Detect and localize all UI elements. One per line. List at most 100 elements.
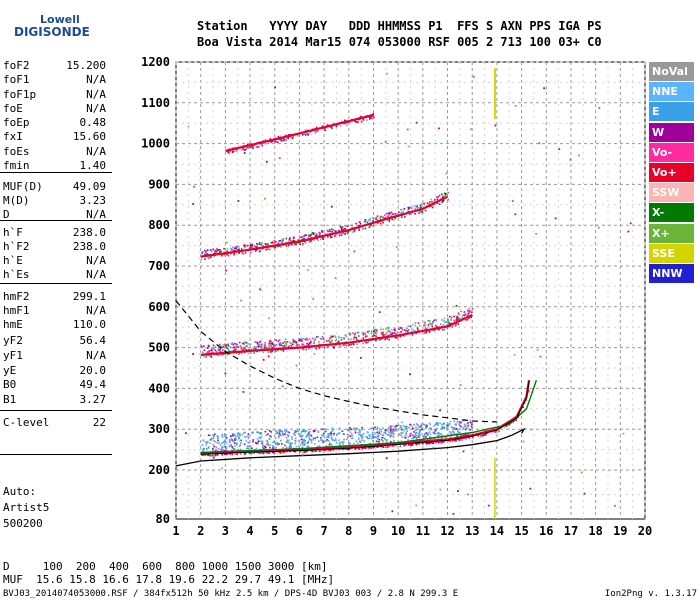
echo-point	[437, 328, 439, 331]
echo-point	[303, 443, 306, 446]
echo-point	[357, 447, 360, 449]
echo-point	[285, 244, 288, 247]
echo-point	[418, 434, 421, 437]
echo-point	[350, 433, 353, 435]
echo-point	[420, 211, 423, 214]
echo-point	[220, 254, 223, 257]
echo-point	[374, 332, 376, 335]
echo-point	[227, 345, 230, 348]
echo-point	[225, 437, 228, 439]
echo-point	[307, 440, 310, 443]
echo-point	[345, 340, 347, 343]
echo-point	[388, 334, 390, 337]
echo-point	[288, 346, 290, 348]
echo-point	[290, 342, 292, 345]
echo-point	[301, 441, 304, 444]
echo-point	[354, 431, 357, 434]
stray-echo-point	[629, 222, 632, 225]
echo-point	[330, 335, 333, 337]
echo-point	[217, 437, 219, 440]
echo-point	[209, 442, 211, 444]
echo-point	[430, 427, 433, 430]
echo-point	[282, 140, 284, 142]
echo-point	[338, 439, 340, 442]
param-key: h`F2	[3, 240, 30, 253]
echo-point	[449, 420, 452, 423]
echo-point	[214, 252, 216, 255]
echo-point	[234, 346, 236, 348]
echo-point	[295, 344, 298, 347]
footer-distance-row: D 100 200 400 600 800 1000 1500 3000 [km…	[3, 560, 328, 573]
echo-point	[285, 441, 288, 443]
echo-point	[265, 434, 268, 436]
echo-point	[332, 335, 334, 338]
echo-point	[257, 441, 259, 443]
echo-point	[436, 421, 438, 424]
echo-point	[240, 352, 243, 355]
echo-point	[206, 347, 209, 349]
echo-point	[239, 434, 242, 437]
echo-point	[213, 435, 215, 437]
echo-point	[426, 424, 428, 427]
echo-point	[369, 219, 371, 221]
echo-point	[424, 327, 427, 329]
echo-point	[332, 428, 334, 431]
param-key: yE	[3, 364, 17, 377]
echo-point	[234, 342, 236, 345]
echo-point	[225, 350, 228, 353]
echo-point	[275, 432, 278, 435]
echo-point	[314, 338, 317, 341]
echo-point	[203, 349, 206, 352]
echo-point	[374, 426, 376, 429]
echo-point	[255, 447, 258, 450]
panel-separator	[0, 454, 112, 455]
echo-point	[304, 234, 306, 237]
echo-point	[460, 420, 463, 423]
echo-point	[256, 438, 259, 441]
echo-point	[420, 428, 423, 431]
echo-point	[212, 448, 214, 450]
echo-point	[293, 431, 296, 434]
echo-point	[277, 242, 279, 245]
echo-point	[307, 233, 310, 236]
echo-point	[366, 341, 368, 344]
echo-point	[246, 435, 248, 438]
echo-point	[280, 241, 283, 244]
echo-point	[207, 257, 210, 259]
echo-point	[257, 431, 260, 434]
echo-point	[368, 116, 371, 119]
echo-point	[250, 142, 252, 145]
auto-artist: Artist5	[3, 501, 50, 514]
echo-point	[418, 207, 421, 209]
echo-point	[259, 249, 262, 252]
y-tick-label: 800	[148, 218, 170, 232]
auto-code: 500200	[3, 517, 43, 530]
stray-echo-point	[312, 298, 315, 300]
echo-point	[290, 136, 292, 138]
echo-point	[378, 432, 381, 434]
echo-point	[323, 432, 325, 435]
echo-point	[212, 248, 214, 251]
stray-echo-point	[432, 446, 435, 449]
panel-separator	[0, 283, 112, 284]
echo-point	[328, 432, 331, 435]
echo-point	[456, 315, 459, 318]
echo-point	[345, 122, 347, 125]
echo-point	[394, 327, 396, 330]
echo-point	[461, 314, 464, 317]
echo-point	[328, 340, 330, 342]
echo-point	[431, 442, 434, 444]
legend-item-vo-plus: Vo+	[649, 163, 694, 182]
echo-point	[280, 430, 283, 432]
echo-point	[409, 435, 412, 437]
echo-point	[253, 451, 256, 454]
echo-point	[201, 346, 204, 349]
echo-point	[248, 445, 250, 448]
echo-point	[283, 345, 286, 347]
echo-point	[230, 435, 232, 437]
stray-echo-point	[452, 513, 455, 515]
echo-point	[292, 341, 295, 344]
stray-echo-point	[536, 349, 539, 351]
echo-point	[372, 217, 374, 219]
echo-point	[400, 440, 403, 442]
